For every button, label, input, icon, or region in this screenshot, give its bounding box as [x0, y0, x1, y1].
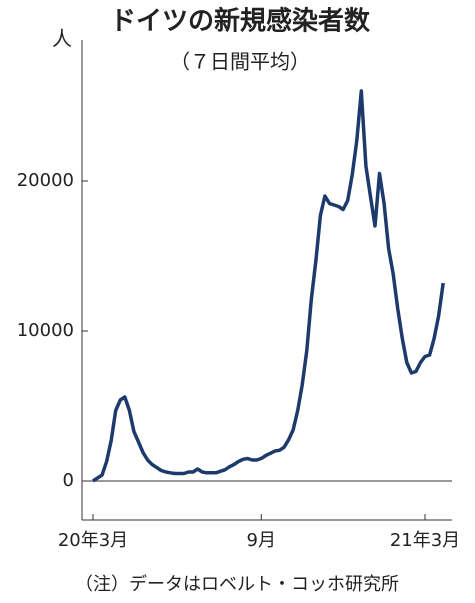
data-line — [92, 89, 445, 483]
x-tick-label: 21年3月 — [390, 530, 460, 551]
y-unit: 人 — [52, 27, 72, 51]
y-tick-label: 20000 — [17, 170, 74, 191]
chart-subtitle: （７日間平均） — [170, 50, 310, 74]
x-tick-label: 9月 — [247, 530, 276, 551]
y-tick-label: 0 — [63, 470, 74, 491]
x-tick-label: 20年3月 — [58, 530, 128, 551]
source-note: （注）データはロベルト・コッホ研究所 — [75, 574, 399, 595]
y-tick-label: 10000 — [17, 320, 74, 341]
chart-title: ドイツの新規感染者数 — [110, 6, 371, 37]
